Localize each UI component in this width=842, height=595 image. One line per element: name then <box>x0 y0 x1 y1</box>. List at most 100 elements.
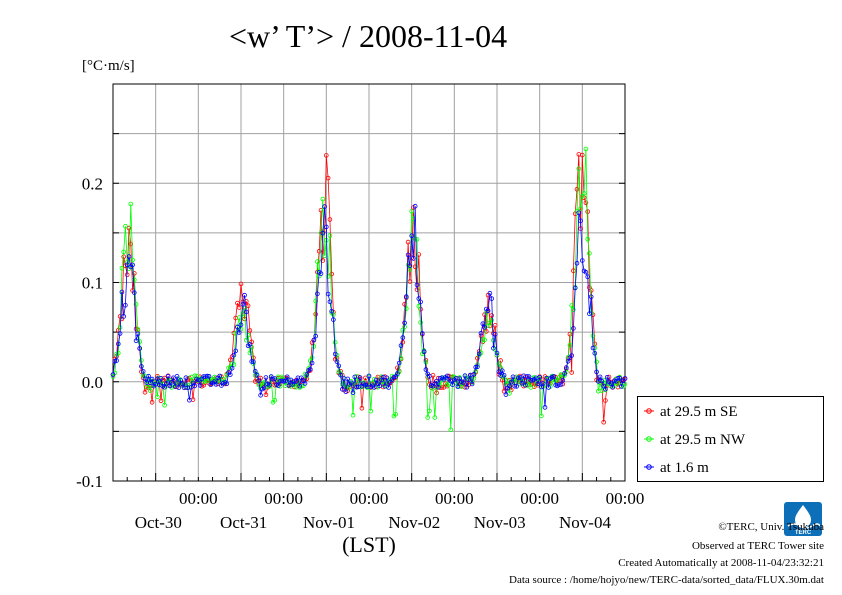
data-point <box>482 325 487 330</box>
data-point <box>133 338 139 344</box>
data-point <box>251 359 256 365</box>
data-point <box>318 271 324 276</box>
data-point <box>169 379 175 385</box>
data-point <box>348 380 354 386</box>
data-point <box>117 331 123 336</box>
data-point <box>311 337 317 343</box>
data-point <box>416 252 422 257</box>
data-point <box>284 374 290 380</box>
data-point <box>204 373 210 379</box>
data-point <box>130 257 135 263</box>
data-point <box>258 392 263 398</box>
data-point <box>414 237 420 242</box>
data-point <box>158 375 164 381</box>
data-point <box>176 385 182 390</box>
data-point <box>272 376 278 381</box>
data-point <box>327 299 333 305</box>
data-point <box>466 377 471 383</box>
data-point <box>149 376 155 382</box>
data-point <box>316 248 322 254</box>
data-point <box>562 371 567 376</box>
data-point <box>491 345 496 351</box>
data-point <box>345 376 351 382</box>
data-point <box>571 307 576 313</box>
data-point <box>332 340 338 345</box>
data-point <box>272 397 278 403</box>
data-point <box>132 290 137 295</box>
footer-copyright: ©TERC, Univ. Tsukuba <box>718 521 824 533</box>
legend-item-se: at 29.5 m SE <box>644 404 738 420</box>
data-point <box>537 374 542 380</box>
data-point <box>366 373 372 379</box>
data-point <box>339 386 345 392</box>
data-point <box>235 324 240 330</box>
data-point <box>455 384 461 390</box>
data-point <box>162 402 167 408</box>
data-point <box>588 288 594 293</box>
data-point <box>133 302 139 307</box>
data-point <box>299 383 304 389</box>
data-point <box>128 201 134 207</box>
data-point <box>393 411 399 417</box>
data-point <box>315 259 320 264</box>
data-point <box>510 374 516 380</box>
data-point <box>503 392 509 397</box>
data-point <box>320 196 326 202</box>
data-point <box>119 265 125 271</box>
y-tick-label: -0.1 <box>76 472 103 491</box>
x-tick-date: Nov-03 <box>474 513 526 532</box>
data-point <box>480 321 486 327</box>
data-point <box>359 405 365 411</box>
data-point <box>327 217 333 222</box>
data-point <box>603 398 608 403</box>
data-point <box>499 368 505 374</box>
data-point <box>261 385 267 391</box>
data-point <box>384 375 390 381</box>
data-point <box>619 384 624 389</box>
data-point <box>325 274 331 279</box>
data-point <box>427 373 432 379</box>
footer-source: Data source : /home/hojyo/new/TERC-data/… <box>509 574 824 586</box>
data-point <box>400 339 406 345</box>
data-point <box>174 380 180 386</box>
data-point <box>585 236 590 242</box>
series-layer <box>110 146 628 433</box>
data-point <box>323 224 329 230</box>
data-point <box>483 329 489 334</box>
data-point <box>418 320 423 325</box>
data-point <box>368 408 374 414</box>
data-point <box>571 326 576 331</box>
data-point <box>563 365 569 370</box>
data-point <box>585 209 590 214</box>
data-point <box>574 260 580 266</box>
data-point <box>435 384 441 390</box>
data-point <box>135 331 141 337</box>
grid <box>113 84 625 481</box>
data-point <box>421 349 427 354</box>
data-point <box>338 372 343 378</box>
data-point <box>149 399 155 405</box>
data-point <box>121 249 126 255</box>
data-point <box>478 330 484 336</box>
footer-site: Observed at TERC Tower site <box>691 540 824 552</box>
data-point <box>238 326 244 332</box>
data-point <box>148 380 153 386</box>
data-point <box>236 305 242 310</box>
data-point <box>217 373 223 379</box>
data-point <box>244 299 249 304</box>
data-point <box>155 394 160 400</box>
data-point <box>398 355 404 361</box>
data-point <box>524 383 530 388</box>
data-point <box>130 262 135 268</box>
data-point <box>245 303 251 309</box>
data-point <box>140 369 146 374</box>
data-point <box>244 309 249 315</box>
data-point <box>231 352 237 358</box>
data-point <box>329 308 335 314</box>
data-point <box>247 350 253 356</box>
legend-label-se: at 29.5 m SE <box>660 404 738 420</box>
data-point <box>139 364 144 369</box>
data-point <box>572 285 578 291</box>
data-point <box>409 209 415 214</box>
data-point <box>594 359 599 365</box>
